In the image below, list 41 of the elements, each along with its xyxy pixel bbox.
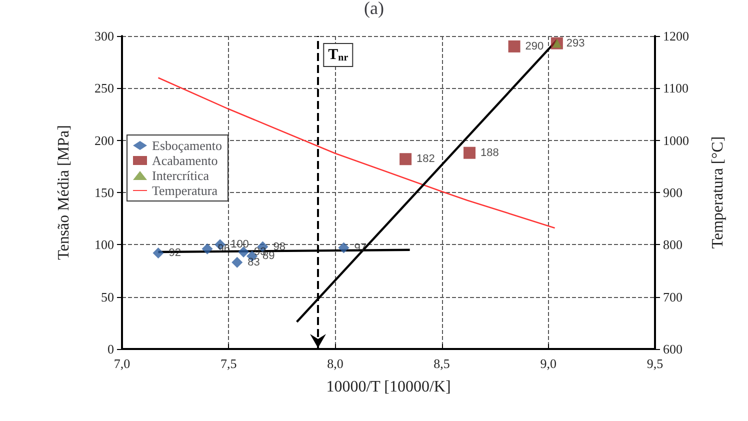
y-tick-label: 300 bbox=[94, 28, 114, 44]
chart-title: (a) bbox=[364, 0, 384, 18]
y2-tick-label: 1100 bbox=[663, 80, 689, 96]
x-tick-label: 7,5 bbox=[220, 356, 237, 371]
legend-label: Intercrítica bbox=[152, 168, 210, 183]
x-tick-label: 8,5 bbox=[434, 356, 450, 371]
data-label: 188 bbox=[480, 146, 499, 159]
data-label: 290 bbox=[525, 40, 544, 52]
x-tick-label: 9,5 bbox=[646, 356, 664, 371]
y2-tick-label: 1000 bbox=[663, 132, 689, 148]
point bbox=[152, 248, 164, 259]
data-label: 293 bbox=[566, 37, 585, 50]
y2-tick-label: 600 bbox=[663, 342, 682, 356]
legend-label: Temperatura bbox=[152, 183, 218, 198]
data-label: 182 bbox=[416, 153, 435, 166]
x-axis-title: 10000/T [10000/K] bbox=[326, 378, 451, 396]
point bbox=[202, 243, 213, 254]
y-tick-label: 250 bbox=[94, 80, 114, 96]
y2-tick-label: 700 bbox=[663, 289, 682, 304]
y-axis-title: Tensão Média [MPa] bbox=[56, 125, 72, 260]
y-tick-label: 50 bbox=[101, 289, 114, 304]
y-tick-label: 150 bbox=[94, 185, 114, 200]
point bbox=[508, 40, 520, 52]
point bbox=[400, 153, 412, 166]
x-tick-label: 7,0 bbox=[114, 356, 130, 371]
point bbox=[232, 256, 243, 268]
y-tick-label: 100 bbox=[94, 237, 114, 252]
y2-tick-label: 900 bbox=[663, 185, 682, 200]
y2-tick-label: 800 bbox=[663, 237, 682, 252]
y-tick-label: 0 bbox=[108, 342, 114, 356]
point bbox=[338, 242, 350, 254]
x-tick-label: 8,0 bbox=[327, 356, 344, 371]
point bbox=[464, 146, 476, 159]
y2-tick-label: 1200 bbox=[663, 28, 689, 44]
legend-label: Esboçamento bbox=[152, 138, 222, 153]
x-tick-label: 9,0 bbox=[540, 356, 557, 371]
data-label: 96 bbox=[218, 242, 230, 255]
y-tick-label: 200 bbox=[94, 132, 114, 148]
y2-axis-title: Temperatura [°C] bbox=[710, 136, 726, 249]
data-label: 83 bbox=[248, 256, 260, 268]
legend-label: Acabamento bbox=[152, 153, 218, 168]
